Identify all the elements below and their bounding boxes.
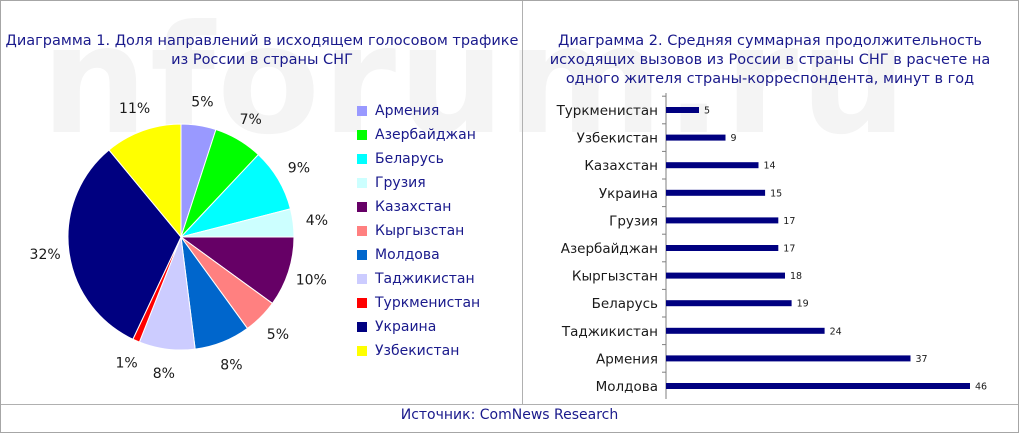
pie-data-label: 7% bbox=[240, 112, 262, 128]
pie-chart: 5% 7% 9% 4% 10% 5% 8% 8% 1% 32% 11% bbox=[30, 95, 328, 382]
legend-item-украина: Украина bbox=[357, 315, 522, 339]
bar-category-label: Молдова bbox=[596, 379, 658, 395]
legend-swatch bbox=[357, 178, 367, 188]
pie-chart-title: Диаграмма 1. Доля направлений в исходяще… bbox=[5, 33, 519, 68]
bar-узбекистан bbox=[666, 134, 726, 141]
pie-slice-казахстан bbox=[179, 236, 295, 305]
legend-item-таджикистан: Таджикистан bbox=[357, 267, 522, 291]
pie-slice-узбекистан bbox=[108, 123, 182, 239]
legend-label: Туркменистан bbox=[375, 295, 481, 311]
pie-data-label: 11% bbox=[119, 101, 150, 117]
bar-таджикистан bbox=[666, 327, 825, 334]
legend-label: Молдова bbox=[375, 247, 440, 263]
legend-item-туркменистан: Туркменистан bbox=[357, 291, 522, 315]
legend-swatch bbox=[357, 322, 367, 332]
legend-label: Беларусь bbox=[375, 151, 444, 167]
bar-data-label: 15 bbox=[770, 188, 782, 199]
legend-label: Кыргызстан bbox=[375, 223, 465, 239]
legend-item-кыргызстан: Кыргызстан bbox=[357, 219, 522, 243]
pie-data-label: 4% bbox=[306, 213, 328, 229]
bar-category-label: Узбекистан bbox=[577, 131, 658, 147]
legend-item-грузия: Грузия bbox=[357, 171, 522, 195]
bar-category-label: Казахстан bbox=[584, 158, 658, 174]
legend-swatch bbox=[357, 106, 367, 116]
pie-legend: Армения Азербайджан Беларусь Грузия Казахста… bbox=[357, 99, 522, 363]
pie-data-label: 10% bbox=[296, 272, 327, 288]
bar-category-label: Кыргызстан bbox=[572, 269, 658, 285]
legend-label: Таджикистан bbox=[375, 271, 475, 287]
legend-label: Узбекистан bbox=[375, 343, 460, 359]
legend-label: Казахстан bbox=[375, 199, 452, 215]
pie-data-label: 5% bbox=[267, 327, 289, 343]
legend-item-казахстан: Казахстан bbox=[357, 195, 522, 219]
legend-swatch bbox=[357, 298, 367, 308]
bar-туркменистан bbox=[666, 107, 699, 113]
legend-swatch bbox=[357, 226, 367, 236]
bar-казахстан bbox=[666, 162, 759, 169]
bar-chart: Туркменистан 5 Узбекистан 9 Казахстан 14 Украи… bbox=[556, 93, 987, 399]
bar-category-label: Туркменистан bbox=[556, 103, 658, 119]
bar-азербайджан bbox=[666, 245, 779, 251]
bar-data-label: 5 bbox=[704, 106, 710, 117]
legend-label: Азербайджан bbox=[375, 127, 476, 143]
legend-swatch bbox=[357, 250, 367, 260]
bar-data-label: 9 bbox=[731, 133, 737, 144]
pie-data-label: 1% bbox=[115, 356, 137, 372]
legend-item-армения: Армения bbox=[357, 99, 522, 123]
pie-data-label: 5% bbox=[191, 95, 213, 111]
bar-category-label: Таджикистан bbox=[561, 324, 658, 340]
legend-item-азербайджан: Азербайджан bbox=[357, 123, 522, 147]
bar-data-label: 14 bbox=[764, 161, 776, 172]
bar-category-label: Украина bbox=[599, 186, 658, 202]
bar-грузия bbox=[666, 217, 779, 224]
bar-category-label: Грузия bbox=[609, 213, 658, 229]
bar-data-label: 17 bbox=[783, 244, 795, 255]
bar-data-label: 46 bbox=[975, 382, 987, 393]
bar-category-label: Беларусь bbox=[592, 296, 658, 312]
legend-swatch bbox=[357, 202, 367, 212]
legend-item-узбекистан: Узбекистан bbox=[357, 339, 522, 363]
legend-item-молдова: Молдова bbox=[357, 243, 522, 267]
bar-chart-title: Диаграмма 2. Средняя суммарная продолжит… bbox=[549, 33, 991, 87]
bar-data-label: 17 bbox=[783, 216, 795, 227]
legend-label: Грузия bbox=[375, 175, 426, 191]
bar-беларусь bbox=[666, 300, 792, 307]
bar-category-label: Азербайджан bbox=[561, 241, 658, 257]
bar-украина bbox=[666, 189, 766, 196]
bar-data-label: 37 bbox=[916, 354, 928, 365]
pie-data-label: 8% bbox=[220, 357, 242, 373]
legend-item-беларусь: Беларусь bbox=[357, 147, 522, 171]
pie-data-label: 9% bbox=[288, 160, 310, 176]
pie-slice-украина bbox=[67, 149, 182, 340]
bar-data-label: 18 bbox=[790, 271, 802, 282]
legend-label: Украина bbox=[375, 319, 437, 335]
bar-data-label: 24 bbox=[830, 326, 842, 337]
horizontal-divider bbox=[1, 404, 1018, 405]
legend-swatch bbox=[357, 274, 367, 284]
bar-армения bbox=[666, 355, 911, 362]
legend-swatch bbox=[357, 154, 367, 164]
bar-data-label: 19 bbox=[797, 299, 809, 310]
bar-кыргызстан bbox=[666, 272, 785, 279]
pie-data-label: 8% bbox=[153, 366, 175, 382]
vertical-divider bbox=[522, 1, 523, 404]
bar-category-label: Армения bbox=[596, 351, 658, 367]
legend-swatch bbox=[357, 130, 367, 140]
source-note: Источник: ComNews Research bbox=[400, 407, 619, 423]
pie-data-label: 32% bbox=[30, 247, 61, 263]
bar-молдова bbox=[666, 383, 970, 389]
legend-swatch bbox=[357, 346, 367, 356]
legend-label: Армения bbox=[375, 103, 440, 119]
